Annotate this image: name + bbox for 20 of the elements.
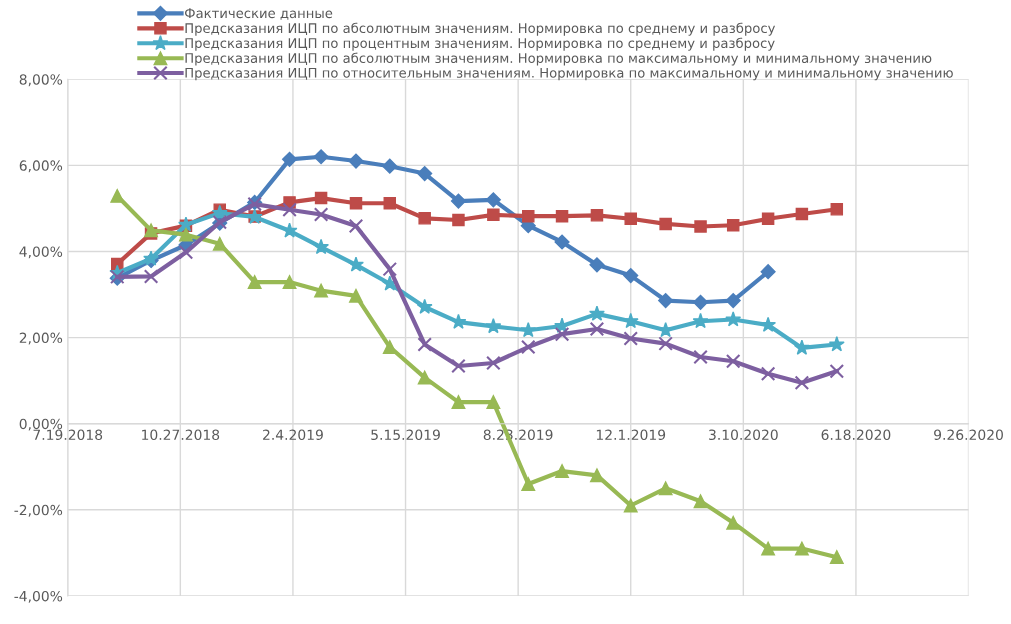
x-tick-label: 10.27.2018 — [142, 429, 220, 440]
legend-label: Предсказания ИЦП по процентным значениям. Нормировка по среднему и разбросу — [185, 37, 775, 51]
y-tick-label: -2,00% — [14, 504, 63, 517]
x-tick-label: 9.26.2020 — [934, 429, 1003, 440]
legend-label: Предсказания ИЦП по относительным значениям. Нормировка по максимальному и минимальному значению — [185, 67, 953, 81]
y-tick-label: 0,00% — [19, 418, 63, 431]
x-tick-label: 7.19.2018 — [33, 429, 103, 440]
y-tick-label: 8,00% — [19, 74, 63, 87]
y-tick-label: 2,00% — [19, 332, 63, 345]
x-tick-label: 2.4.2019 — [263, 429, 323, 440]
x-tick-label: 6.18.2020 — [821, 429, 891, 440]
y-tick-label: 6,00% — [19, 160, 63, 173]
x-tick-label: 12.1.2019 — [596, 429, 666, 440]
legend-label: Предсказания ИЦП по абсолютным значениям. Нормировка по максимальному и минимальному значению — [185, 52, 932, 66]
y-tick-label: 4,00% — [19, 246, 63, 259]
x-tick-label: 5.15.2019 — [371, 429, 440, 440]
legend-label: Предсказания ИЦП по абсолютным значениям. Нормировка по среднему и разбросу — [185, 22, 776, 36]
legend-label: Фактические данные — [184, 8, 333, 20]
y-tick-label: -4,00% — [14, 590, 63, 603]
x-tick-label: 3.10.2020 — [709, 429, 778, 440]
